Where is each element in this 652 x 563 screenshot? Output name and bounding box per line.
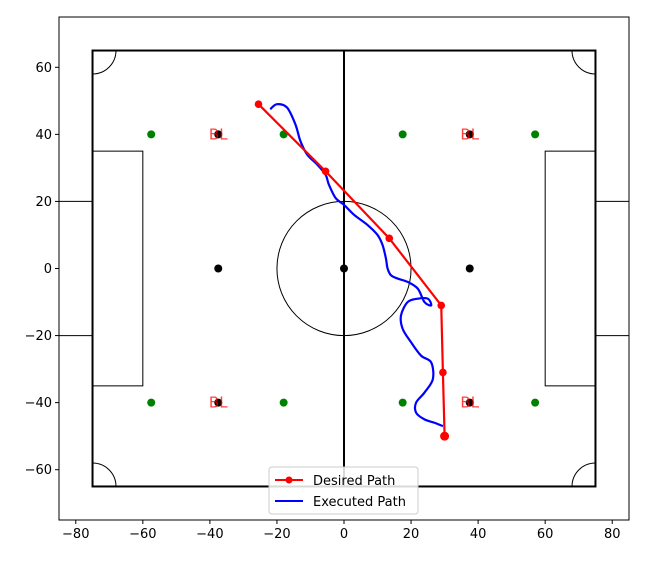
executed-path-line xyxy=(269,103,444,428)
legend: Desired Path Executed Path xyxy=(268,466,419,515)
x-tick-label: −80 xyxy=(62,527,89,542)
desired-path-point xyxy=(437,301,446,310)
bl-marker-dot xyxy=(214,130,223,139)
desired-path-point xyxy=(439,368,447,377)
left-penalty-box xyxy=(92,150,144,387)
corner-arc-top-left xyxy=(92,50,117,75)
series-layer xyxy=(254,100,450,441)
corner-arc-top-right xyxy=(571,50,596,75)
corner-arc-bottom-right xyxy=(571,462,596,487)
legend-desired-marker xyxy=(285,476,293,484)
bl-label: BL xyxy=(460,394,479,412)
y-tick-label: 0 xyxy=(44,262,52,277)
legend-desired-label: Desired Path xyxy=(313,474,395,489)
desired-path-point xyxy=(385,234,394,243)
desired-path-line xyxy=(257,103,446,437)
bl-label: BL xyxy=(209,394,228,412)
y-tick-label: 20 xyxy=(35,195,52,210)
x-tick-label: −40 xyxy=(196,527,223,542)
x-tick-label: −60 xyxy=(129,527,156,542)
x-tick-label: 0 xyxy=(340,527,348,542)
legend-box xyxy=(268,466,419,515)
bl-marker-dot xyxy=(465,130,474,139)
black-marker xyxy=(340,264,348,273)
bl-marker-dot xyxy=(465,398,474,407)
bl-marker-dot xyxy=(214,398,223,407)
y-tick-label: −20 xyxy=(25,329,52,344)
y-tick-label: −60 xyxy=(25,463,52,478)
black-marker xyxy=(214,264,223,273)
green-marker xyxy=(398,130,407,139)
desired-path-point xyxy=(440,431,450,441)
green-marker xyxy=(531,398,540,407)
marker-layer: BL BL BL BL xyxy=(147,125,540,412)
right-goal xyxy=(595,200,630,337)
x-tick-label: 20 xyxy=(403,527,420,542)
y-tick-label: −40 xyxy=(25,396,52,411)
green-marker xyxy=(531,130,540,139)
corner-arc-bottom-left xyxy=(92,462,117,487)
desired-path-point xyxy=(321,167,330,176)
x-tick-label: −20 xyxy=(263,527,290,542)
bl-label: BL xyxy=(209,125,228,143)
legend-executed-label: Executed Path xyxy=(313,495,406,510)
bl-label: BL xyxy=(460,125,479,143)
desired-path-point xyxy=(254,100,263,108)
green-marker xyxy=(147,130,156,139)
x-tick-label: 60 xyxy=(537,527,554,542)
right-penalty-box xyxy=(544,150,596,387)
black-marker xyxy=(465,264,474,273)
x-tick-label: 40 xyxy=(470,527,487,542)
y-tick-label: 60 xyxy=(35,61,52,76)
green-marker xyxy=(398,398,407,407)
y-tick-label: 40 xyxy=(35,128,52,143)
left-goal xyxy=(58,200,93,337)
green-marker xyxy=(279,398,288,407)
x-tick-label: 80 xyxy=(604,527,621,542)
center-circle xyxy=(276,200,412,337)
tick-layer: −80 −60 −40 −20 0 20 40 60 80 −60 −40 −20 0 20 40 60 xyxy=(25,61,621,542)
green-marker xyxy=(147,398,156,407)
